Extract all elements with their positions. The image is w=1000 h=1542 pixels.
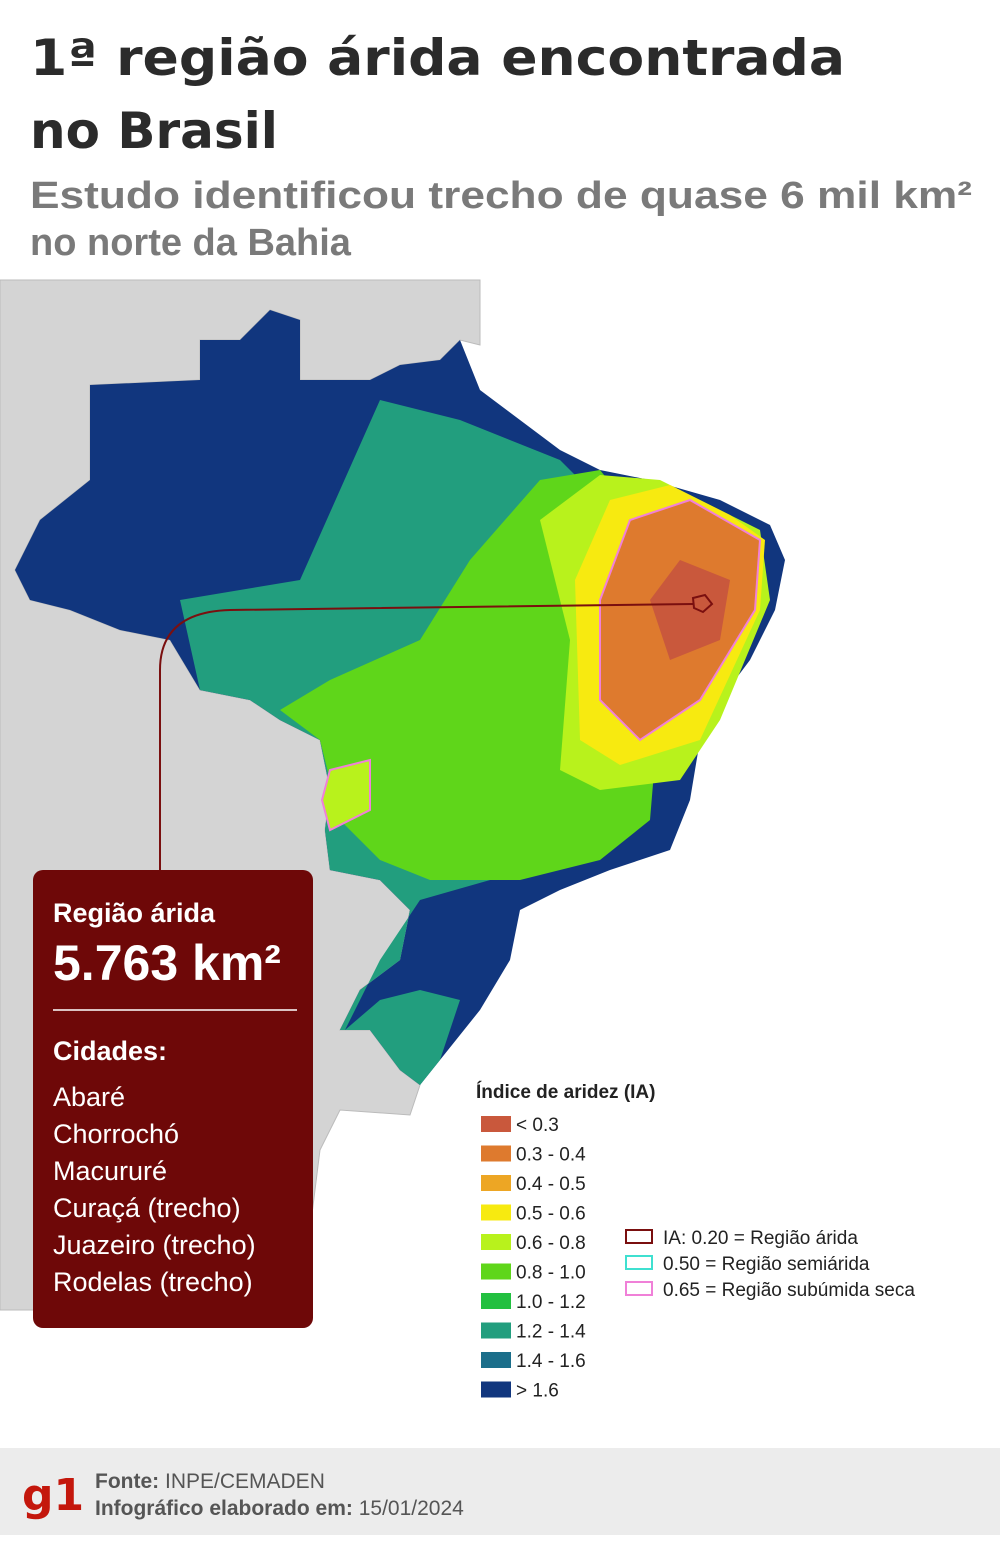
callout-area: 5.763 km² (53, 935, 281, 991)
callout-box (33, 870, 313, 1328)
legend-label: 0.3 - 0.4 (516, 1145, 586, 1166)
outline-swatch (625, 1255, 653, 1270)
legend-title: Índice de aridez (IA) (476, 1081, 655, 1103)
outline-swatch (625, 1281, 653, 1296)
legend-label: > 1.6 (516, 1381, 559, 1402)
title-line: no Brasil (30, 102, 278, 160)
legend-swatch (481, 1293, 511, 1309)
outline-label: 0.50 = Região semiárida (663, 1254, 870, 1275)
legend-swatch (481, 1263, 511, 1280)
legend-swatch (481, 1322, 511, 1339)
footer-band (0, 1448, 1000, 1535)
legend-label: 0.5 - 0.6 (516, 1204, 586, 1225)
subtitle-line: Estudo identificou trecho de quase 6 mil… (30, 175, 972, 217)
callout-line (159, 603, 694, 870)
legend-label: 1.2 - 1.4 (516, 1322, 586, 1343)
legend-swatch (481, 1352, 511, 1368)
legend-label: 1.0 - 1.2 (516, 1292, 586, 1313)
subtitle-line: no norte da Bahia (30, 222, 352, 264)
outline-label: IA: 0.20 = Região árida (663, 1228, 858, 1249)
legend-label: < 0.3 (516, 1115, 559, 1136)
light-zone-west (320, 758, 371, 832)
arid-region-outline (691, 593, 714, 614)
legend-swatch (481, 1145, 511, 1162)
legend-label: 0.8 - 1.0 (516, 1263, 586, 1284)
city: Curaçá (trecho) (53, 1193, 241, 1223)
logo: g1 (22, 1470, 84, 1521)
city: Abaré (53, 1082, 125, 1112)
source-line: Fonte: INPE/CEMADEN (95, 1470, 325, 1493)
legend-label: 1.4 - 1.6 (516, 1351, 586, 1372)
zone-0-3 (650, 560, 730, 660)
legend-label: 0.6 - 0.8 (516, 1233, 586, 1254)
callout-label: Região árida (53, 898, 216, 928)
legend-swatch (481, 1204, 511, 1221)
city: Chorrochó (53, 1119, 179, 1149)
date-line: Infográfico elaborado em: 15/01/2024 (95, 1497, 464, 1520)
city: Macururé (53, 1156, 167, 1186)
outline-label: 0.65 = Região subúmida seca (663, 1280, 915, 1301)
cities-title: Cidades: (53, 1036, 167, 1066)
outline-swatch (625, 1229, 653, 1244)
legend-label: 0.4 - 0.5 (516, 1174, 586, 1195)
city: Rodelas (trecho) (53, 1267, 253, 1297)
title-line: 1ª região árida encontrada (30, 29, 845, 87)
legend-swatch (481, 1381, 511, 1398)
legend-swatch (481, 1175, 511, 1191)
legend-swatch (481, 1116, 511, 1132)
legend-swatch (481, 1234, 511, 1250)
city: Juazeiro (trecho) (53, 1230, 256, 1260)
